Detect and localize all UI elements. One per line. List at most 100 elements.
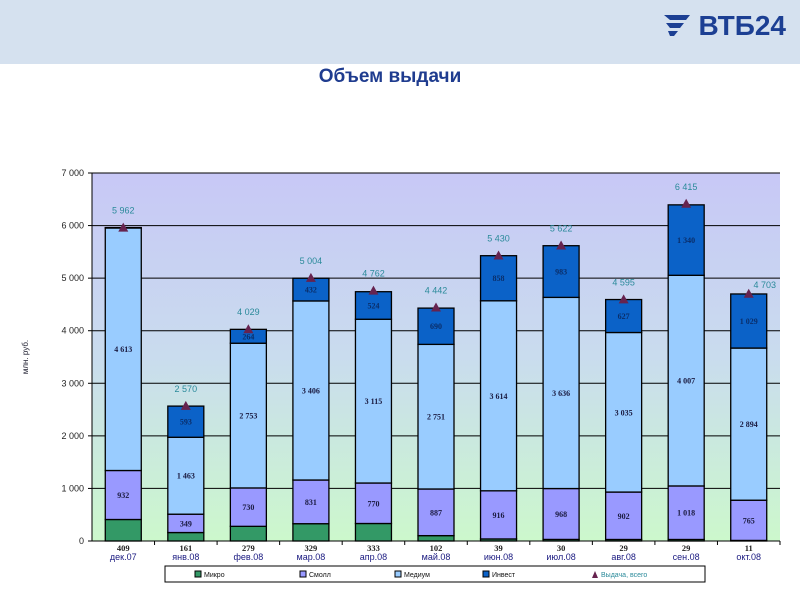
- total-value-label: 5 430: [487, 234, 510, 244]
- micro-value-label: 11: [745, 543, 753, 553]
- total-value-label: 4 029: [237, 307, 260, 317]
- bar-value-label: 983: [555, 268, 567, 277]
- bar-segment-medium: [167, 436, 205, 515]
- bar-value-label: 627: [618, 312, 630, 321]
- x-tick-label: дек.07: [110, 552, 137, 562]
- bar-value-label: 902: [618, 512, 630, 521]
- micro-value-label: 333: [367, 543, 380, 553]
- x-tick-label: апр.08: [360, 552, 387, 562]
- bar-segment-small: [604, 491, 643, 541]
- bar-value-label: 4 613: [114, 345, 132, 354]
- y-tick-label: 0: [79, 536, 84, 546]
- legend-label: Инвест: [492, 572, 516, 579]
- total-marker: [368, 285, 379, 295]
- total-marker: [743, 288, 754, 298]
- bar-value-label: 3 035: [615, 408, 633, 417]
- x-tick-label: авг.08: [611, 552, 635, 562]
- micro-value-label: 29: [619, 543, 628, 553]
- legend-marker-total: [592, 571, 598, 578]
- bar-segment-medium: [417, 343, 455, 490]
- bar-value-label: 690: [430, 322, 442, 331]
- micro-value-label: 329: [305, 543, 318, 553]
- bar-value-label: 349: [180, 519, 192, 528]
- total-value-label: 4 442: [425, 285, 448, 295]
- bar-value-label: 730: [242, 503, 254, 512]
- bar-segment-micro: [167, 531, 205, 542]
- bar-segment-micro: [104, 518, 142, 542]
- total-marker: [556, 240, 567, 250]
- total-value-label: 2 570: [175, 384, 198, 394]
- total-marker: [618, 294, 629, 304]
- bar-segment-micro: [354, 522, 393, 542]
- y-tick-label: 1 000: [61, 483, 84, 493]
- bar-value-label: 968: [555, 510, 567, 519]
- micro-value-label: 409: [117, 543, 130, 553]
- bar-segment-small: [229, 487, 268, 527]
- legend-swatch-invest: [482, 570, 490, 578]
- bar-value-label: 932: [117, 491, 129, 500]
- bar-segment-small: [730, 499, 768, 542]
- vtb24-logo: ВТБ24: [662, 10, 786, 42]
- logo-mark-icon: [664, 15, 691, 36]
- total-value-label: 6 415: [675, 182, 698, 192]
- bar-segment-small: [417, 488, 455, 537]
- bar-segment-small: [479, 490, 518, 540]
- legend-swatch-small: [299, 570, 307, 578]
- bar-segment-micro: [292, 523, 330, 542]
- bar-segment-micro: [229, 525, 268, 542]
- micro-value-label: 39: [494, 543, 503, 553]
- bar-segment-small: [354, 482, 393, 525]
- total-marker: [305, 272, 316, 282]
- bar-value-label: 4 007: [677, 377, 695, 386]
- x-tick-label: сен.08: [673, 552, 700, 562]
- legend-label: Медиум: [404, 572, 430, 579]
- y-tick-label: 7 000: [61, 168, 84, 178]
- y-tick-label: 2 000: [61, 431, 84, 441]
- y-axis-label: млн. руб.: [21, 340, 30, 374]
- bar-segment-small: [667, 485, 705, 541]
- total-value-label: 4 595: [612, 277, 635, 287]
- total-marker: [493, 250, 504, 260]
- header-band: [0, 0, 800, 64]
- x-tick-label: янв.08: [172, 552, 199, 562]
- bar-value-label: 765: [743, 516, 755, 525]
- total-value-label: 5 962: [112, 206, 135, 216]
- micro-value-label: 161: [179, 543, 192, 553]
- total-value-label: 5 004: [300, 256, 323, 266]
- bar-segment-medium: [354, 318, 393, 484]
- bar-segment-small: [292, 479, 330, 525]
- total-value-label: 4 703: [753, 280, 776, 290]
- y-tick-label: 6 000: [61, 221, 84, 231]
- bar-value-label: 432: [305, 286, 317, 295]
- x-tick-label: окт.08: [736, 552, 761, 562]
- bar-value-label: 858: [493, 274, 505, 283]
- bar-value-label: 2 751: [427, 413, 445, 422]
- bar-value-label: 3 614: [490, 392, 508, 401]
- bar-value-label: 2 753: [239, 412, 257, 421]
- bar-value-label: 3 636: [552, 389, 570, 398]
- legend-swatch-medium: [394, 570, 402, 578]
- total-marker: [431, 302, 441, 312]
- legend: Микро Смолл Медиум Инвест Выдача, всего: [164, 565, 706, 583]
- x-tick-label: май.08: [422, 552, 451, 562]
- micro-value-label: 29: [682, 543, 691, 553]
- total-value-label: 5 622: [550, 223, 573, 233]
- bar-segment-medium: [542, 296, 580, 490]
- legend-label: Смолл: [309, 572, 331, 579]
- bar-segment-invest: [479, 255, 518, 302]
- bar-value-label: 524: [367, 301, 379, 310]
- page-title: Объем выдачи: [318, 66, 462, 87]
- y-tick-label: 5 000: [61, 273, 84, 283]
- bar-value-label: 770: [367, 499, 379, 508]
- bar-value-label: 1 018: [677, 509, 695, 518]
- bar-value-label: 1 463: [177, 472, 195, 481]
- x-tick-label: июн.08: [484, 552, 513, 562]
- total-marker: [118, 222, 129, 232]
- total-marker: [681, 198, 692, 208]
- bar-segment-micro: [417, 534, 455, 542]
- bar-value-label: 3 406: [302, 386, 320, 395]
- bar-value-label: 593: [180, 418, 192, 427]
- total-marker: [180, 400, 191, 410]
- legend-label: Микро: [204, 572, 225, 579]
